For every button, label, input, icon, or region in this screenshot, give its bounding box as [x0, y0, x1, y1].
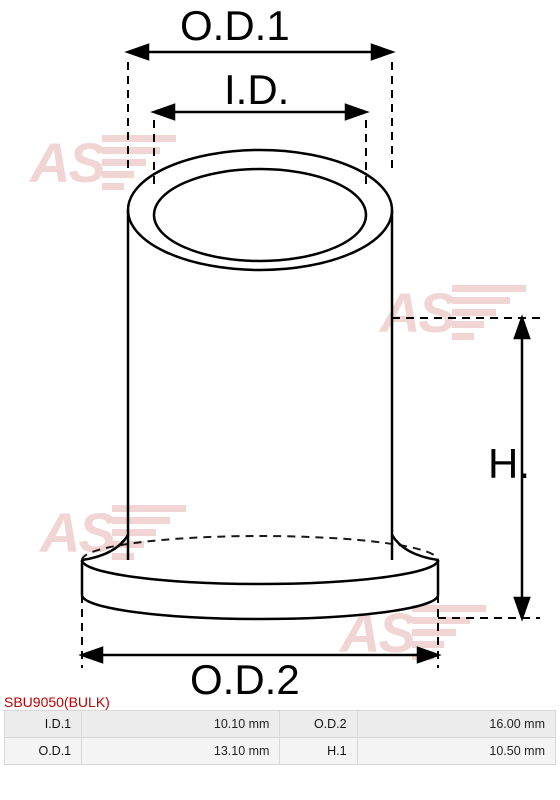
- label-id: I.D.: [224, 66, 289, 114]
- spec-value: 10.10 mm: [82, 711, 280, 738]
- spec-key: O.D.2: [280, 711, 357, 738]
- diagram-area: AS AS AS AS: [0, 0, 560, 710]
- label-h: H.: [488, 440, 530, 488]
- spec-value: 16.00 mm: [357, 711, 555, 738]
- part-number: SBU9050(BULK): [4, 694, 110, 710]
- spec-key: I.D.1: [5, 711, 82, 738]
- table-row: O.D.1 13.10 mm H.1 10.50 mm: [5, 738, 556, 765]
- spec-value: 13.10 mm: [82, 738, 280, 765]
- spec-key: H.1: [280, 738, 357, 765]
- label-od2: O.D.2: [190, 656, 300, 704]
- spec-table: I.D.1 10.10 mm O.D.2 16.00 mm O.D.1 13.1…: [4, 710, 556, 765]
- table-row: I.D.1 10.10 mm O.D.2 16.00 mm: [5, 711, 556, 738]
- spec-value: 10.50 mm: [357, 738, 555, 765]
- spec-key: O.D.1: [5, 738, 82, 765]
- label-od1: O.D.1: [180, 2, 290, 50]
